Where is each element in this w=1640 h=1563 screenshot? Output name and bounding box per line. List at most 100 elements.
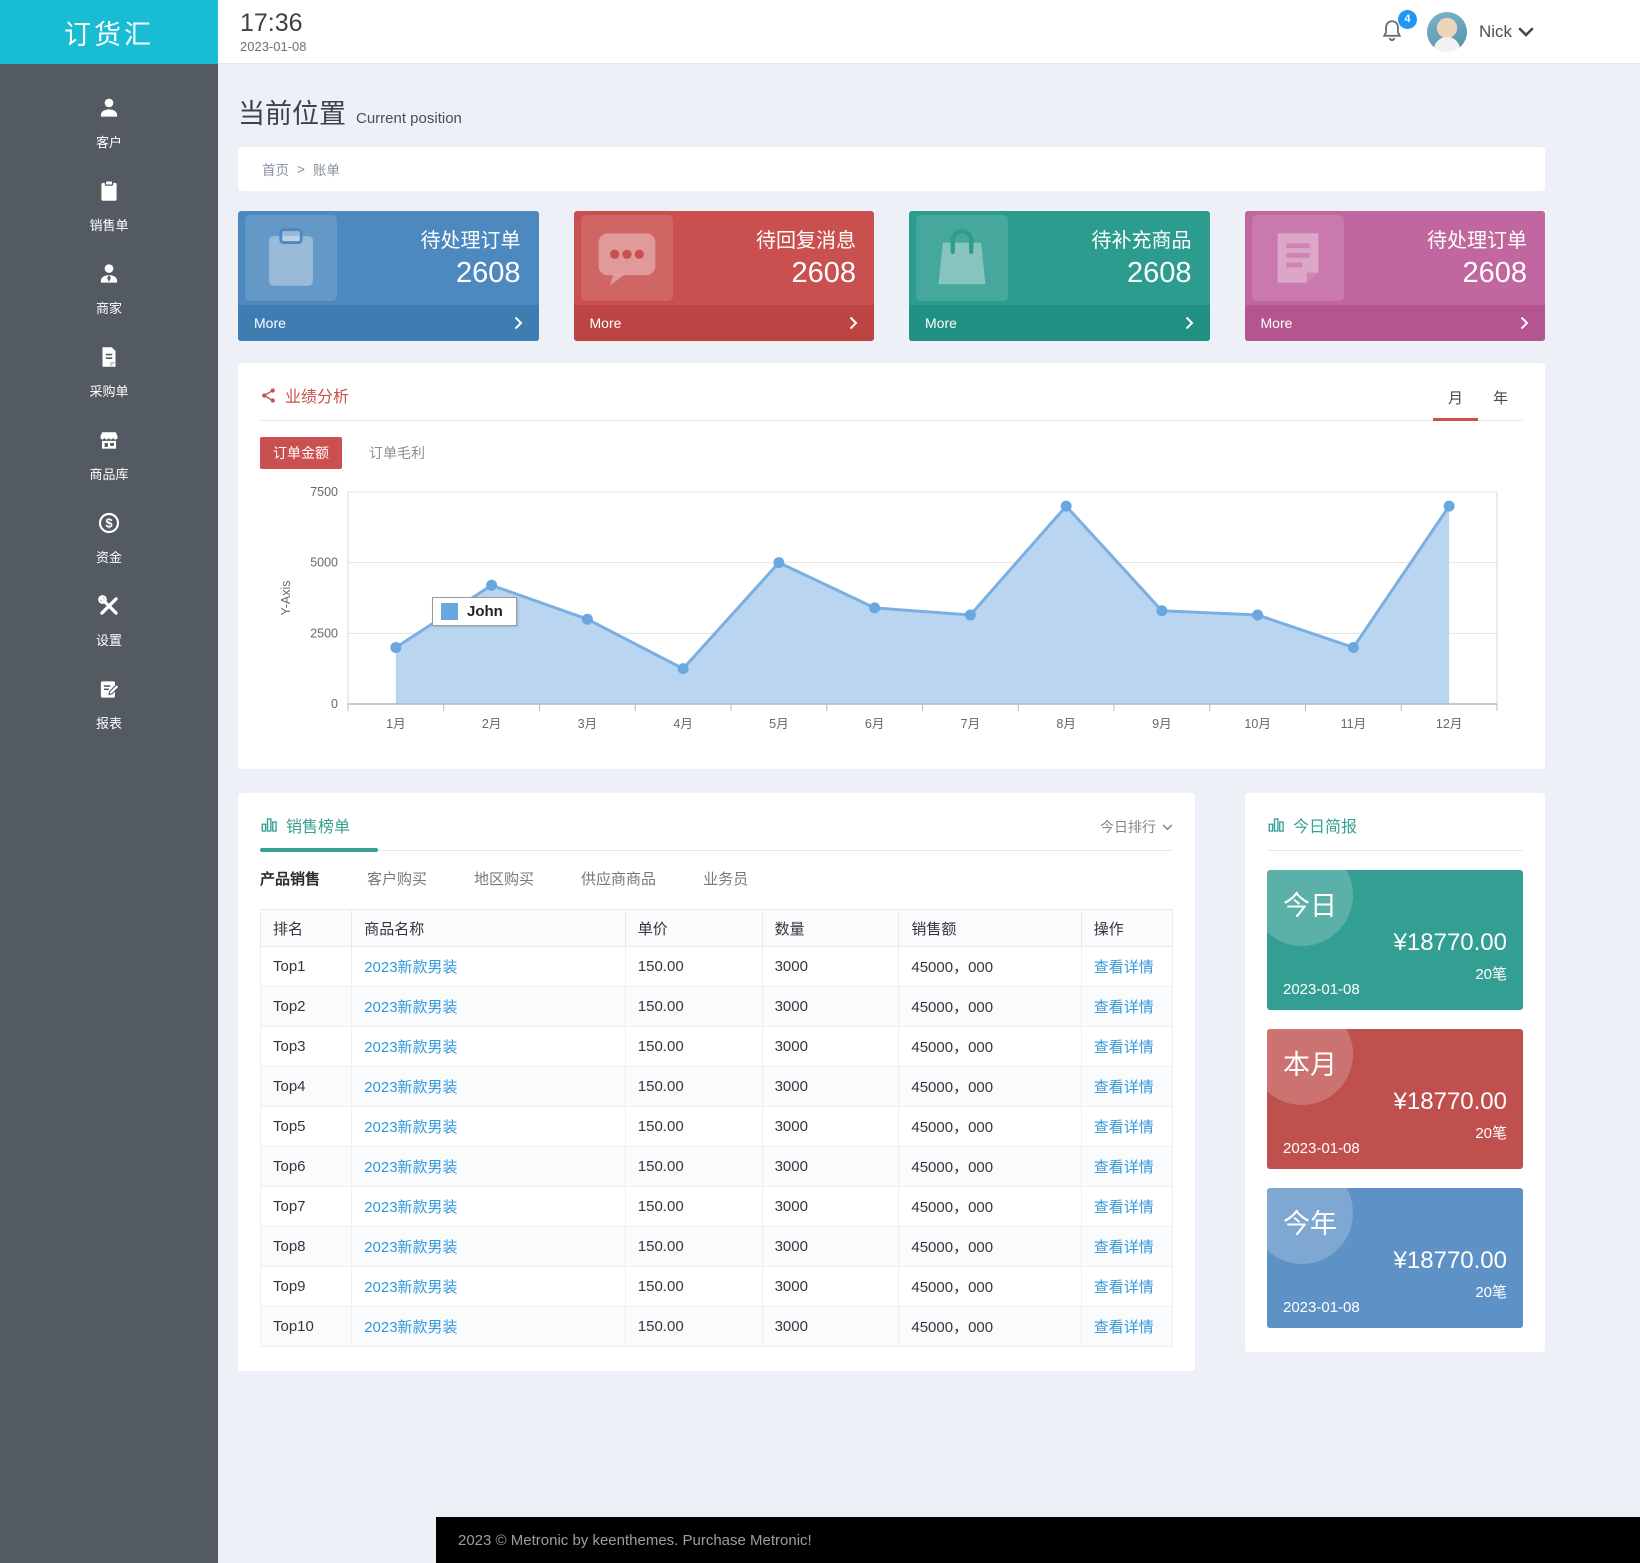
price-cell: 150.00: [624, 1266, 763, 1307]
action-cell: 查看详情: [1080, 1226, 1174, 1267]
stat-card-2[interactable]: 待回复消息 2608 More: [573, 211, 874, 341]
chevron-right-icon: [1520, 316, 1529, 330]
briefing-card-count: 20笔: [1475, 1284, 1507, 1301]
briefing-card-date: 2023-01-08: [1283, 981, 1360, 998]
qty-cell: 3000: [761, 1146, 900, 1187]
view-detail-link[interactable]: 查看详情: [1093, 1039, 1154, 1056]
amount-cell: 45000，000: [898, 1066, 1082, 1107]
svg-text:10月: 10月: [1244, 717, 1270, 731]
product-cell: 2023新款男装: [351, 1146, 626, 1187]
period-tab-年[interactable]: 年: [1492, 390, 1508, 407]
view-detail-link[interactable]: 查看详情: [1093, 1279, 1154, 1296]
stat-card-more-button[interactable]: More: [238, 305, 539, 341]
footer-text: 2023 © Metronic by keenthemes. Purchase …: [458, 1531, 812, 1549]
view-detail-link[interactable]: 查看详情: [1093, 1199, 1154, 1216]
sidebar-item-8[interactable]: 报表: [0, 663, 218, 746]
sidebar-item-4[interactable]: 采购单: [0, 331, 218, 414]
breadcrumb-separator: >: [297, 161, 305, 177]
sidebar-item-label: 销售单: [89, 218, 129, 233]
svg-text:4月: 4月: [673, 717, 692, 731]
view-detail-link[interactable]: 查看详情: [1093, 959, 1154, 976]
view-detail-link[interactable]: 查看详情: [1093, 1239, 1154, 1256]
notifications-button[interactable]: 4: [1379, 9, 1417, 47]
action-cell: 查看详情: [1080, 946, 1174, 987]
view-detail-link[interactable]: 查看详情: [1093, 1119, 1154, 1136]
metric-toggle-订单金额[interactable]: 订单金额: [260, 437, 342, 469]
product-link[interactable]: 2023新款男装: [364, 1119, 458, 1136]
view-detail-link[interactable]: 查看详情: [1093, 1079, 1154, 1096]
rank-cell: Top5: [259, 1106, 353, 1147]
sidebar-item-2[interactable]: 销售单: [0, 165, 218, 248]
briefing-card-count: 20笔: [1475, 966, 1507, 983]
sidebar-item-1[interactable]: 客户: [0, 82, 218, 165]
sidebar-item-5[interactable]: 商品库: [0, 414, 218, 497]
product-link[interactable]: 2023新款男装: [364, 1319, 458, 1336]
avatar[interactable]: [1426, 11, 1467, 52]
sales-table: 排名 商品名称 单价 数量 销售额 操作 Top1 2023新款男装 150.00 300…: [259, 909, 1174, 1347]
sidebar-item-7[interactable]: 设置: [0, 580, 218, 663]
stat-card-value: 2608: [791, 257, 856, 289]
rank-cell: Top3: [259, 1026, 353, 1067]
purchase-order-icon: [96, 344, 122, 375]
stat-card-value: 2608: [1126, 257, 1192, 289]
sales-tab-供应商商品[interactable]: 供应商商品: [581, 871, 657, 888]
more-label: More: [925, 315, 957, 331]
stat-card-title: 待处理订单: [1427, 230, 1527, 252]
svg-text:3月: 3月: [578, 717, 597, 731]
breadcrumb-home[interactable]: 首页: [262, 163, 289, 178]
sales-tab-客户购买[interactable]: 客户购买: [367, 871, 428, 888]
stat-card-1[interactable]: 待处理订单 2608 More: [238, 211, 539, 341]
briefing-card-date: 2023-01-08: [1283, 1140, 1360, 1157]
chat-icon: [580, 215, 673, 301]
product-cell: 2023新款男装: [351, 1266, 626, 1307]
product-link[interactable]: 2023新款男装: [364, 999, 458, 1016]
product-link[interactable]: 2023新款男装: [364, 1159, 458, 1176]
settings-icon: [96, 593, 122, 624]
action-cell: 查看详情: [1080, 1266, 1174, 1307]
sidebar-item-label: 商家: [95, 301, 122, 316]
view-detail-link[interactable]: 查看详情: [1093, 1319, 1154, 1336]
stat-card-more-button[interactable]: More: [573, 305, 874, 341]
sidebar-item-3[interactable]: 商家: [0, 248, 218, 331]
product-link[interactable]: 2023新款男装: [364, 1079, 458, 1096]
table-row: Top8 2023新款男装 150.00 3000 45000，000 查看详情: [259, 1226, 1174, 1267]
product-link[interactable]: 2023新款男装: [364, 1239, 458, 1256]
sales-tab-产品销售[interactable]: 产品销售: [260, 871, 321, 888]
product-link[interactable]: 2023新款男装: [364, 1279, 458, 1296]
user-menu[interactable]: Nick: [1479, 22, 1534, 42]
sales-tab-地区购买[interactable]: 地区购买: [474, 871, 535, 888]
stat-card-more-button[interactable]: More: [1244, 305, 1545, 341]
sidebar-item-label: 资金: [95, 550, 122, 565]
view-detail-link[interactable]: 查看详情: [1093, 1159, 1154, 1176]
price-cell: 150.00: [624, 1066, 763, 1107]
metric-toggle-订单毛利[interactable]: 订单毛利: [369, 445, 425, 461]
qty-cell: 3000: [761, 1306, 900, 1347]
stat-card-4[interactable]: 待处理订单 2608 More: [1244, 211, 1545, 341]
period-tab-月[interactable]: 月: [1432, 387, 1478, 421]
briefing-card-3: 今年 ¥18770.00 20笔 2023-01-08: [1267, 1188, 1523, 1328]
product-link[interactable]: 2023新款男装: [364, 1039, 458, 1056]
col-header-商品名称: 商品名称: [351, 909, 626, 947]
product-link[interactable]: 2023新款男装: [364, 959, 458, 976]
view-detail-link[interactable]: 查看详情: [1093, 999, 1154, 1016]
time-label: 17:36: [240, 8, 303, 37]
qty-cell: 3000: [761, 1106, 900, 1147]
stat-card-3[interactable]: 待补充商品 2608 More: [909, 211, 1210, 341]
rank-cell: Top7: [259, 1186, 353, 1227]
sidebar-item-6[interactable]: $ 资金: [0, 497, 218, 580]
briefing-panel: 今日简报 今日 ¥18770.00 20笔 2023-01-08 本月 ¥187…: [1245, 793, 1545, 1352]
action-cell: 查看详情: [1080, 1106, 1174, 1147]
user-name: Nick: [1478, 21, 1512, 41]
sales-ranking-panel: 销售榜单 今日排行 产品销售 客户购买 地区购买 供应商商品 业务员 排名 商品名称 单价数…: [238, 793, 1195, 1371]
sales-tab-业务员[interactable]: 业务员: [703, 871, 749, 888]
stat-card-more-button[interactable]: More: [909, 305, 1210, 341]
price-cell: 150.00: [624, 946, 763, 987]
table-row: Top10 2023新款男装 150.00 3000 45000，000 查看详…: [259, 1306, 1174, 1347]
ranking-filter-dropdown[interactable]: 今日排行: [1100, 817, 1173, 850]
briefing-card-amount: ¥18770.00: [1393, 1088, 1507, 1115]
chevron-right-icon: [849, 316, 858, 330]
col-header-单价: 单价: [624, 909, 763, 947]
breadcrumb: 首页 > 账单: [238, 147, 1545, 191]
product-link[interactable]: 2023新款男装: [364, 1199, 458, 1216]
sales-title: 销售榜单: [286, 819, 351, 836]
